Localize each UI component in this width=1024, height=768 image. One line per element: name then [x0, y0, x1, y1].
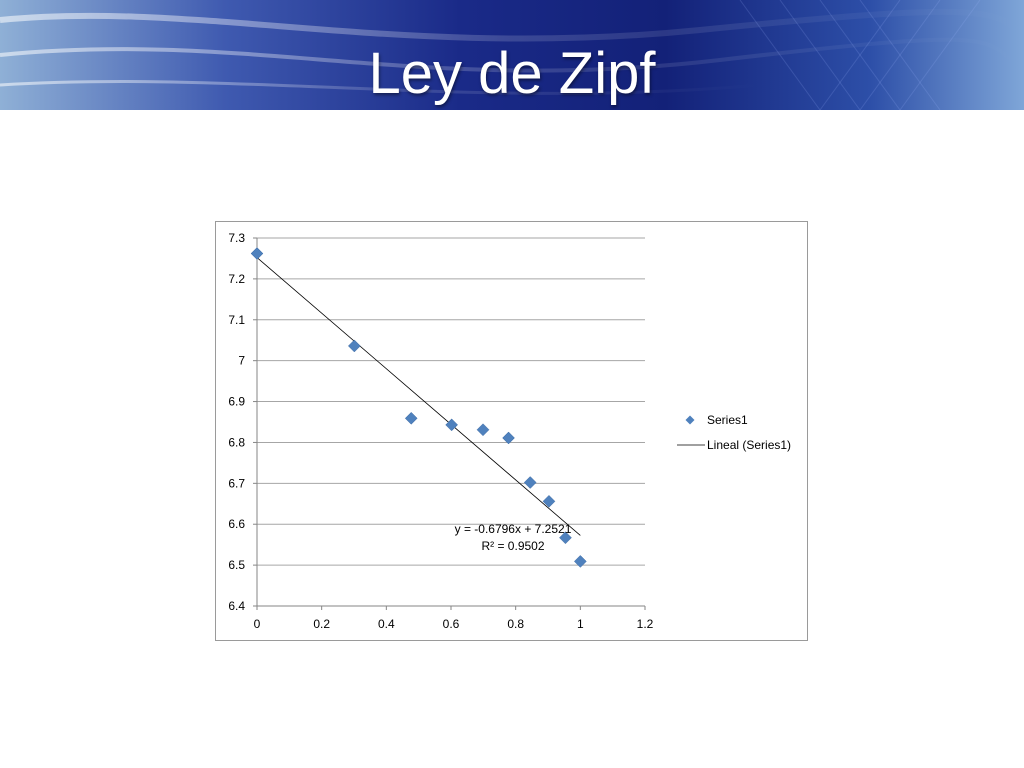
- trendline-equation: y = -0.6796x + 7.2521: [455, 522, 572, 536]
- gridlines: [257, 237, 645, 566]
- x-tick-label: 0.4: [378, 617, 395, 631]
- data-point: [476, 423, 490, 437]
- y-tick-label: 6.4: [228, 599, 245, 613]
- legend-label-trendline: Lineal (Series1): [707, 438, 791, 452]
- data-point: [542, 494, 556, 508]
- x-tick-label: 1: [577, 617, 584, 631]
- data-point: [523, 476, 537, 489]
- y-tick-label: 6.8: [228, 435, 245, 449]
- x-tick-label: 0.8: [507, 617, 524, 631]
- data-point: [559, 531, 572, 545]
- trendline: [256, 257, 581, 536]
- title-banner: Ley de Zipf: [0, 0, 1024, 110]
- x-tick-label: 0.6: [443, 617, 460, 631]
- x-tick-label: 0: [254, 617, 261, 631]
- banner-decoration: [0, 0, 1024, 110]
- y-tick-label: 7.2: [228, 272, 245, 286]
- trendline-r2: R² = 0.9502: [481, 539, 544, 553]
- y-tick-label: 6.5: [228, 558, 245, 572]
- y-axis-ticks: 6.4 6.5 6.6 6.7 6.8 6.9 7 7.1 7.2 7.3: [228, 231, 257, 613]
- data-point: [404, 411, 418, 425]
- data-point: [347, 339, 361, 353]
- x-axis-ticks: 0 0.2 0.4 0.6 0.8 1 1.2: [254, 606, 654, 631]
- y-tick-label: 6.9: [228, 395, 245, 409]
- slide-title: Ley de Zipf: [368, 41, 656, 106]
- legend-label-series1: Series1: [707, 413, 748, 427]
- chart-area: 0 0.2 0.4 0.6 0.8 1 1.2 6.4 6.5 6.6 6.7 6.8 6.9 7 7.1…: [215, 221, 808, 641]
- y-tick-label: 7.3: [228, 231, 245, 245]
- y-tick-label: 7.1: [228, 313, 245, 327]
- x-tick-label: 0.2: [313, 617, 330, 631]
- y-tick-label: 6.7: [228, 476, 245, 490]
- legend-marker-series1: [685, 415, 695, 425]
- data-point: [573, 555, 587, 568]
- series-points: [250, 247, 587, 568]
- x-tick-label: 1.2: [637, 617, 654, 631]
- data-point: [250, 247, 264, 260]
- scatter-chart: 0 0.2 0.4 0.6 0.8 1 1.2 6.4 6.5 6.6 6.7 6.8 6.9 7 7.1…: [228, 231, 791, 631]
- y-tick-label: 6.6: [228, 517, 245, 531]
- data-point: [445, 418, 459, 432]
- y-tick-label: 7: [238, 354, 245, 368]
- data-point: [502, 431, 515, 445]
- legend: Series1 Lineal (Series1): [677, 413, 791, 452]
